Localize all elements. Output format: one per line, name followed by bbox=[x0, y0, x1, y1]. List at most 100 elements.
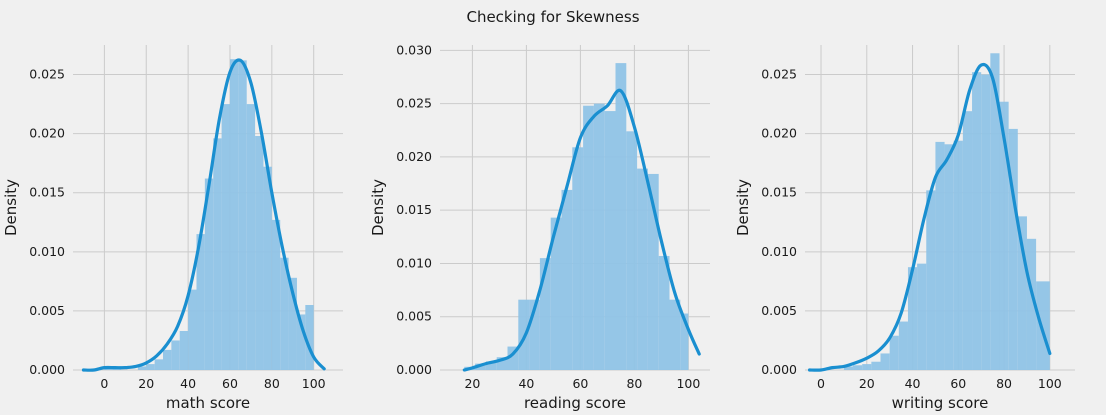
y-tick-label: 0.020 bbox=[396, 149, 432, 164]
histogram-bar bbox=[626, 131, 638, 370]
x-tick-label: 100 bbox=[1038, 376, 1062, 391]
y-tick-label: 0.000 bbox=[396, 362, 432, 377]
kde-curve bbox=[81, 58, 326, 372]
x-axis-label: reading score bbox=[524, 394, 626, 412]
x-tick-label: 0 bbox=[100, 376, 108, 391]
histogram-bar bbox=[862, 364, 872, 370]
histogram-bar bbox=[213, 138, 222, 370]
histogram-bar bbox=[518, 299, 530, 370]
histogram-bar bbox=[917, 263, 927, 370]
histogram-bar bbox=[188, 289, 197, 370]
y-tick-label: 0.015 bbox=[29, 185, 65, 200]
histogram-bar bbox=[1036, 281, 1050, 370]
histogram-bar bbox=[990, 53, 1000, 370]
subplot-writing-score: 0 20 40 60 80 100 0.000 0.005 0.010 0.015 0.020 0.0… bbox=[734, 45, 1075, 412]
histogram-bar bbox=[658, 255, 670, 370]
x-tick-label: 40 bbox=[905, 376, 921, 391]
histogram-bar bbox=[669, 299, 681, 370]
histogram-bar bbox=[255, 136, 264, 370]
histogram-bar bbox=[280, 257, 289, 370]
histogram-bar bbox=[271, 219, 281, 370]
histogram-bar bbox=[871, 361, 881, 370]
y-tick-label: 0.025 bbox=[29, 67, 65, 82]
histogram-bar bbox=[953, 140, 963, 370]
figure-title: Checking for Skewness bbox=[466, 8, 639, 26]
x-tick-label: 100 bbox=[302, 376, 326, 391]
histogram-bar bbox=[507, 346, 519, 370]
histogram-bar bbox=[935, 141, 945, 370]
histogram-bar bbox=[880, 353, 890, 370]
x-tick-label: 20 bbox=[138, 376, 154, 391]
y-tick-label: 0.030 bbox=[396, 42, 432, 57]
y-tick-label: 0.020 bbox=[29, 126, 65, 141]
kde-curve bbox=[807, 62, 1052, 372]
histogram-bar bbox=[539, 258, 551, 370]
histogram-bar bbox=[1008, 128, 1018, 370]
x-tick-label: 40 bbox=[180, 376, 196, 391]
histogram-bar bbox=[907, 267, 918, 370]
histogram-bar bbox=[1017, 216, 1027, 370]
histogram-bar bbox=[637, 168, 648, 370]
histogram-bar bbox=[196, 234, 205, 370]
y-tick-label: 0.005 bbox=[761, 303, 797, 318]
histogram-bar bbox=[561, 189, 573, 370]
subplot-reading-score: 20 40 60 80 100 0.000 0.005 0.010 0.015 0.020 0.02… bbox=[369, 42, 710, 412]
histogram-bar bbox=[263, 166, 272, 370]
histogram-bar bbox=[163, 349, 172, 370]
histogram-bar bbox=[137, 366, 147, 370]
histogram-bar bbox=[999, 101, 1009, 371]
histogram-bar bbox=[496, 357, 508, 370]
histogram-bar bbox=[305, 305, 314, 370]
y-tick-label: 0.005 bbox=[29, 303, 65, 318]
histogram-bar bbox=[288, 277, 297, 370]
x-axis-label: math score bbox=[166, 394, 250, 412]
x-tick-label: 80 bbox=[996, 376, 1012, 391]
histogram-bar bbox=[229, 59, 239, 370]
histogram-bar bbox=[981, 74, 991, 370]
subplot-math-score: 0 20 40 60 80 100 0.000 0.005 0.010 0.015 0.020 0.0… bbox=[2, 45, 343, 412]
x-tick-label: 20 bbox=[859, 376, 875, 391]
histogram-bar bbox=[972, 72, 982, 370]
x-tick-label: 60 bbox=[950, 376, 966, 391]
y-tick-label: 0.010 bbox=[761, 244, 797, 259]
histogram-bar bbox=[647, 173, 659, 370]
histogram-bar bbox=[296, 314, 306, 370]
histogram-bar bbox=[550, 217, 562, 370]
histogram-bar bbox=[898, 321, 908, 370]
y-tick-label: 0.010 bbox=[396, 255, 432, 270]
histogram-bar bbox=[680, 313, 689, 370]
histogram-bar bbox=[204, 178, 214, 370]
y-tick-label: 0.025 bbox=[761, 67, 797, 82]
histogram-bar bbox=[104, 368, 113, 370]
histogram-bar bbox=[853, 365, 863, 370]
y-tick-label: 0.010 bbox=[29, 244, 65, 259]
histogram-bar bbox=[843, 366, 854, 370]
x-tick-label: 60 bbox=[222, 376, 238, 391]
histogram-bar bbox=[604, 111, 616, 370]
y-axis-label: Density bbox=[369, 179, 387, 236]
x-axis-label: writing score bbox=[892, 394, 989, 412]
histogram-bar bbox=[221, 104, 230, 370]
histogram-bar bbox=[529, 299, 540, 370]
y-tick-label: 0.005 bbox=[396, 309, 432, 324]
histogram-bar bbox=[238, 60, 247, 370]
histogram-bar bbox=[485, 361, 497, 370]
x-tick-label: 20 bbox=[464, 376, 480, 391]
y-axis-label: Density bbox=[734, 179, 752, 236]
kde-curve bbox=[462, 88, 701, 372]
x-tick-label: 60 bbox=[572, 376, 588, 391]
histogram-bar bbox=[179, 331, 189, 370]
histogram-bar bbox=[154, 359, 163, 370]
histogram-bar bbox=[1026, 238, 1037, 370]
x-tick-label: 100 bbox=[676, 376, 700, 391]
histogram-bar bbox=[171, 340, 180, 370]
histogram-bar bbox=[112, 368, 122, 370]
x-tick-label: 40 bbox=[518, 376, 534, 391]
y-axis-label: Density bbox=[2, 179, 20, 236]
histogram-bar bbox=[572, 147, 584, 370]
y-tick-label: 0.000 bbox=[29, 362, 65, 377]
histogram-bar bbox=[889, 335, 899, 370]
y-tick-label: 0.015 bbox=[761, 185, 797, 200]
histogram-bar bbox=[962, 111, 973, 370]
